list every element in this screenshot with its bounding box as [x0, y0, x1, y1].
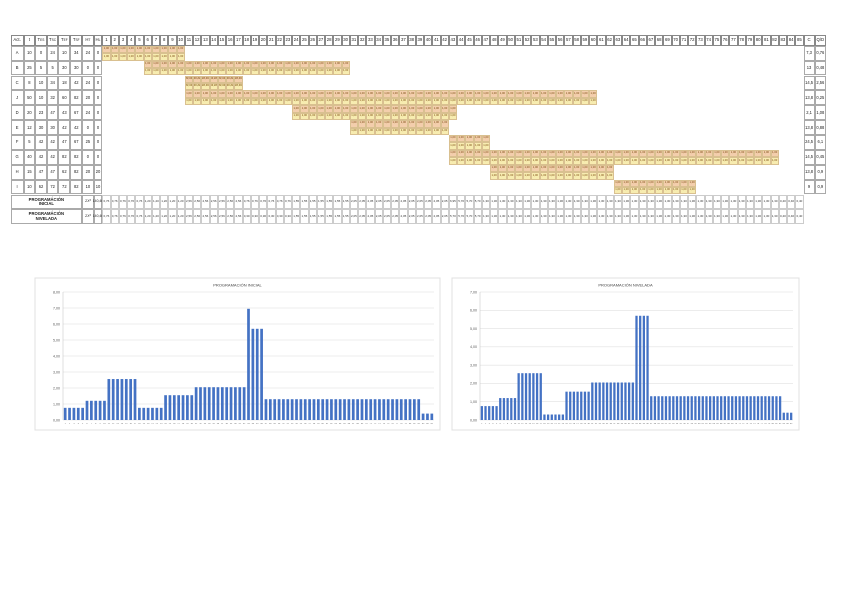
svg-text:6,00: 6,00 — [470, 309, 477, 313]
svg-text:8,00: 8,00 — [53, 290, 60, 294]
svg-text:6,00: 6,00 — [53, 322, 60, 326]
svg-text:0,00: 0,00 — [470, 418, 477, 422]
svg-text:1,00: 1,00 — [53, 402, 60, 406]
svg-text:7,00: 7,00 — [53, 306, 60, 310]
svg-text:4,00: 4,00 — [470, 345, 477, 349]
svg-text:PROGRAMACIÓN NIVELADA: PROGRAMACIÓN NIVELADA — [598, 283, 653, 288]
svg-text:3,00: 3,00 — [53, 370, 60, 374]
svg-text:5,00: 5,00 — [470, 327, 477, 331]
svg-text:4,00: 4,00 — [53, 354, 60, 358]
svg-text:3,00: 3,00 — [470, 363, 477, 367]
svg-text:2,00: 2,00 — [470, 382, 477, 386]
svg-text:1,00: 1,00 — [470, 400, 477, 404]
svg-text:0,00: 0,00 — [53, 418, 60, 422]
svg-text:PROGRAMACIÓN INICIAL: PROGRAMACIÓN INICIAL — [213, 283, 262, 288]
svg-text:7,00: 7,00 — [470, 290, 477, 294]
svg-text:2,00: 2,00 — [53, 386, 60, 390]
svg-text:5,00: 5,00 — [53, 338, 60, 342]
